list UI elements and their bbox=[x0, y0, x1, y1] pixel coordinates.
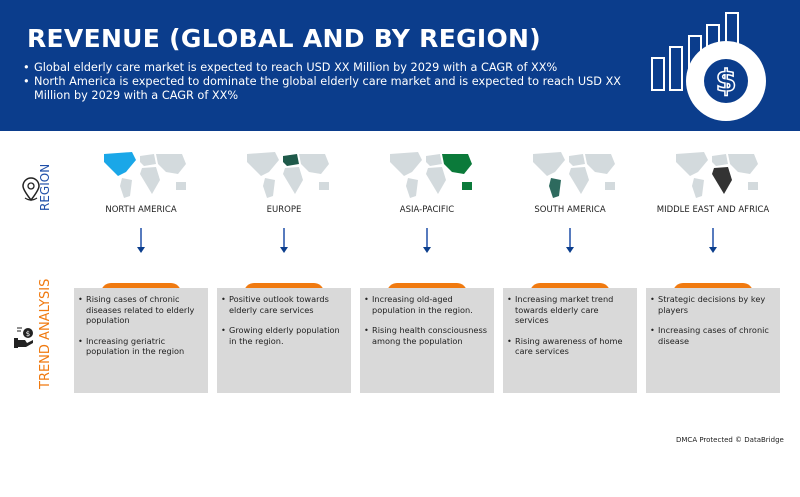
svg-text:$: $ bbox=[716, 64, 737, 99]
svg-text:$: $ bbox=[26, 330, 30, 338]
trend-item: Increasing old-aged population in the re… bbox=[364, 294, 488, 315]
trend-card: Strategic decisions by key players Increa… bbox=[646, 288, 780, 393]
trend-item: Increasing geriatric population in the r… bbox=[78, 336, 202, 357]
trend-item: Strategic decisions by key players bbox=[650, 294, 774, 315]
trend-card: Rising cases of chronic diseases related… bbox=[74, 288, 208, 393]
trend-item: Positive outlook towards elderly care se… bbox=[221, 294, 345, 315]
down-arrow-icon bbox=[566, 228, 574, 253]
trend-item: Growing elderly population in the region… bbox=[221, 325, 345, 346]
revenue-growth-dollar-icon: $ bbox=[651, 12, 766, 121]
down-arrow-icon bbox=[280, 228, 288, 253]
trend-card: Increasing market trend towards elderly … bbox=[503, 288, 637, 393]
down-arrow-icon bbox=[423, 228, 431, 253]
world-map-4 bbox=[676, 152, 758, 198]
trend-item: Increasing market trend towards elderly … bbox=[507, 294, 631, 326]
hand-coin-icon: $ bbox=[14, 327, 33, 348]
trend-item: Rising awareness of home care services bbox=[507, 336, 631, 357]
region-name: ASIA-PACIFIC bbox=[399, 205, 455, 215]
world-map-1 bbox=[247, 152, 329, 198]
down-arrow-icon bbox=[137, 228, 145, 253]
location-pin-icon bbox=[22, 177, 40, 202]
trend-card: Positive outlook towards elderly care se… bbox=[217, 288, 351, 393]
trend-item: Rising cases of chronic diseases related… bbox=[78, 294, 202, 326]
trend-item: Rising health consciousness among the po… bbox=[364, 325, 488, 346]
world-map-2 bbox=[390, 152, 472, 198]
region-name: EUROPE bbox=[266, 205, 302, 215]
dmca-notice: DMCA Protected © DataBridge bbox=[676, 436, 784, 444]
trend-analysis-label: TREND ANALYSIS bbox=[38, 278, 53, 389]
header-banner: REVENUE (GLOBAL AND BY REGION) Global el… bbox=[0, 0, 800, 131]
region-name: NORTH AMERICA bbox=[105, 205, 177, 215]
summary-bullets: Global elderly care market is expected t… bbox=[22, 61, 622, 103]
down-arrow-icon bbox=[709, 228, 717, 253]
region-label: REGION bbox=[38, 163, 52, 211]
page-title: REVENUE (GLOBAL AND BY REGION) bbox=[27, 24, 542, 53]
trend-card: Increasing old-aged population in the re… bbox=[360, 288, 494, 393]
summary-bullet: North America is expected to dominate th… bbox=[22, 75, 622, 103]
region-name: MIDDLE EAST AND AFRICA bbox=[656, 205, 770, 215]
region-name: SOUTH AMERICA bbox=[534, 205, 606, 215]
trend-item: Increasing cases of chronic disease bbox=[650, 325, 774, 346]
world-map-0 bbox=[104, 152, 186, 198]
summary-bullet: Global elderly care market is expected t… bbox=[22, 61, 622, 75]
world-map-3 bbox=[533, 152, 615, 198]
